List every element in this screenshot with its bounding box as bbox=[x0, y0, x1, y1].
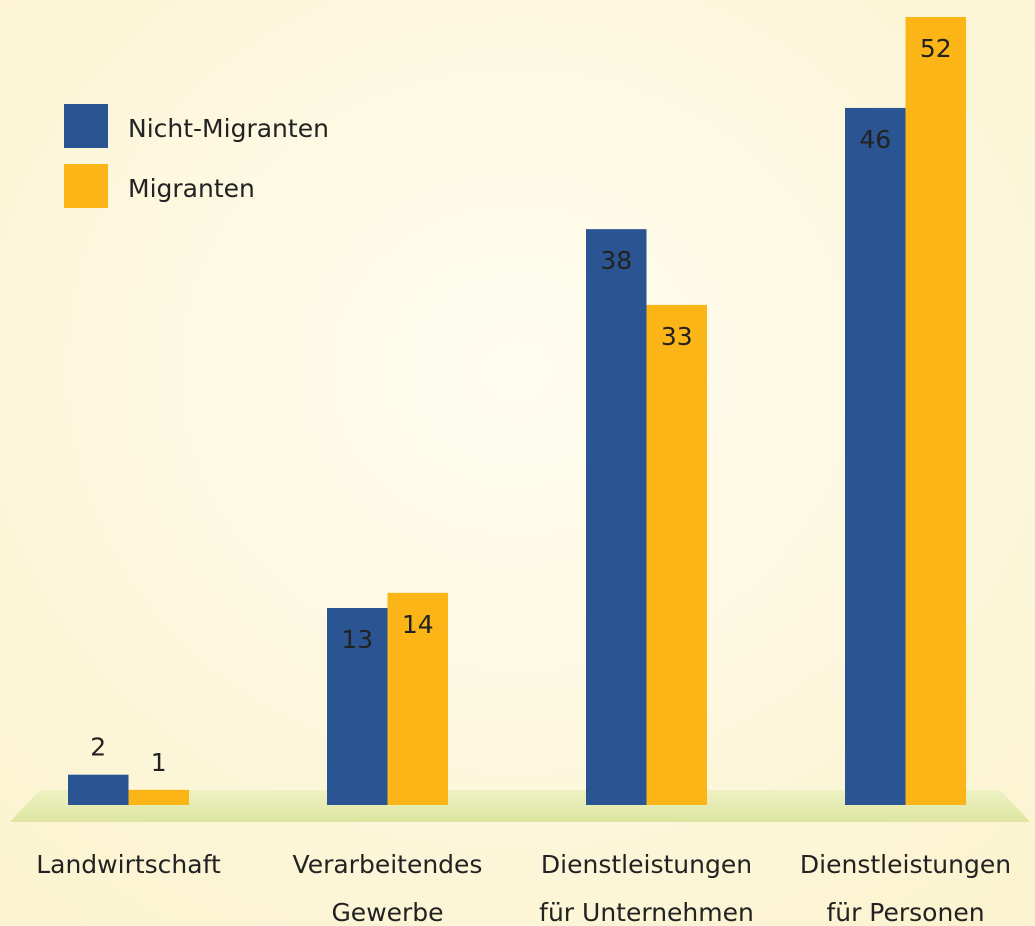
value-label: 33 bbox=[661, 322, 693, 351]
bar bbox=[128, 789, 189, 805]
bar bbox=[905, 17, 966, 805]
value-label: 2 bbox=[90, 733, 106, 762]
value-label: 14 bbox=[402, 610, 434, 639]
bar bbox=[327, 608, 388, 805]
floor bbox=[10, 790, 1030, 822]
bar bbox=[845, 107, 906, 805]
value-label: 38 bbox=[600, 246, 632, 275]
x-tick-label: für Personen bbox=[826, 898, 984, 926]
bar bbox=[586, 229, 647, 806]
bar bbox=[646, 304, 707, 805]
value-label: 52 bbox=[920, 34, 952, 63]
x-tick-label: Dienstleistungen bbox=[800, 850, 1011, 879]
bar bbox=[387, 592, 448, 805]
value-label: 13 bbox=[341, 625, 373, 654]
x-tick-label: Landwirtschaft bbox=[36, 850, 221, 879]
legend-label: Nicht-Migranten bbox=[128, 114, 329, 143]
legend-swatch bbox=[64, 104, 108, 148]
value-label: 1 bbox=[151, 748, 167, 777]
bar bbox=[68, 774, 129, 805]
x-tick-label: Verarbeitendes bbox=[293, 850, 483, 879]
value-label: 46 bbox=[859, 125, 891, 154]
x-tick-label: Gewerbe bbox=[331, 898, 443, 926]
x-tick-label: Dienstleistungen bbox=[541, 850, 752, 879]
legend-swatch bbox=[64, 164, 108, 208]
legend-label: Migranten bbox=[128, 174, 255, 203]
x-tick-label: für Unternehmen bbox=[539, 898, 754, 926]
